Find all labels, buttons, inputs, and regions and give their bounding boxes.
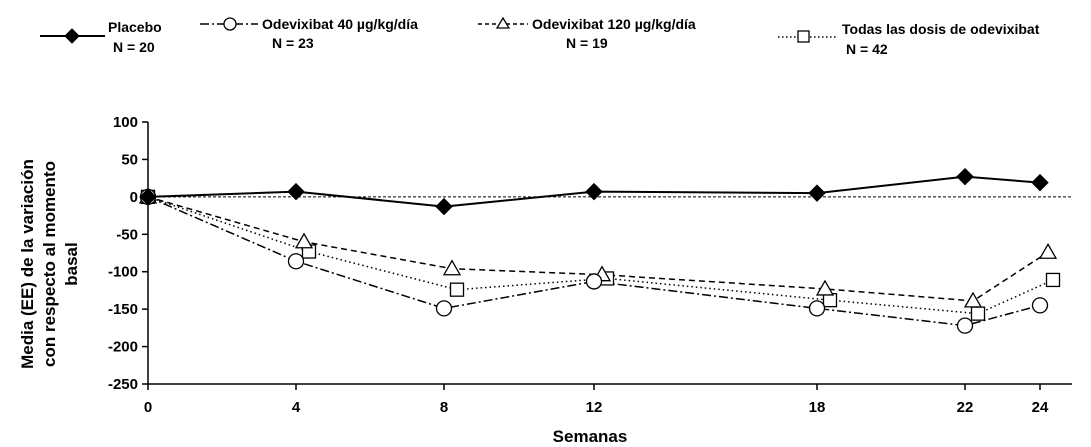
legend-item-placebo: Placebo N = 20	[40, 19, 162, 55]
data-point-diamond	[139, 188, 157, 206]
data-point-square	[970, 306, 986, 321]
data-point-diamond	[1031, 173, 1049, 192]
x-tick-label: 12	[586, 399, 603, 416]
legend-n-todas-las-dosis: N = 42	[846, 41, 888, 57]
legend-n-odevixibat-40: N = 23	[272, 35, 314, 51]
data-point-triangle	[442, 259, 462, 276]
data-point-diamond	[808, 184, 826, 202]
legend-item-odevixibat-120: Odevixibat 120 µg/kg/día N = 19	[478, 16, 696, 51]
legend-diamond-marker-icon	[64, 28, 80, 44]
y-axis-title-line-3: basal	[62, 242, 81, 285]
legend-n-odevixibat-120: N = 19	[566, 35, 608, 51]
legend-square-marker-icon	[797, 30, 810, 43]
data-point-triangle	[1038, 242, 1058, 259]
x-tick-label: 18	[809, 399, 826, 416]
plot-area: 100 50 0 -50 -100 -150 -200 -250 0 4 8 12 18 22 24	[108, 114, 1072, 416]
y-axis-title-line-1: Media (EE) de la variación	[18, 159, 37, 369]
x-tick-label: 4	[292, 399, 301, 416]
x-tick-label: 0	[144, 399, 152, 416]
y-tick-label: 0	[130, 189, 138, 206]
data-point-diamond	[585, 182, 603, 201]
data-point-square	[822, 293, 838, 308]
data-point-triangle	[963, 291, 983, 308]
legend-item-odevixibat-40: Odevixibat 40 µg/kg/día N = 23	[200, 16, 418, 51]
data-point-square	[449, 282, 465, 297]
legend-item-todas-las-dosis: Todas las dosis de odevixibat N = 42	[778, 21, 1040, 57]
series-line-circle	[147, 196, 1041, 327]
y-tick-label: -250	[108, 376, 138, 393]
x-axis-title: Semanas	[553, 427, 628, 446]
data-point-circle	[435, 300, 453, 317]
y-tick-label: -50	[116, 226, 138, 243]
legend-label-placebo: Placebo	[108, 19, 162, 35]
data-point-circle	[1031, 297, 1049, 314]
y-tick-label: -100	[108, 264, 138, 281]
legend-label-todas-las-dosis: Todas las dosis de odevixibat	[842, 21, 1040, 37]
legend-triangle-marker-icon	[495, 16, 511, 29]
data-point-circle	[808, 300, 826, 317]
data-point-square	[1045, 272, 1061, 288]
legend-label-odevixibat-40: Odevixibat 40 µg/kg/día	[262, 16, 418, 32]
y-tick-label: 50	[121, 151, 138, 168]
legend-circle-marker-icon	[223, 17, 237, 31]
legend-label-odevixibat-120: Odevixibat 120 µg/kg/día	[532, 16, 696, 32]
legend-n-placebo: N = 20	[113, 39, 155, 55]
y-tick-label: -150	[108, 301, 138, 318]
y-tick-label: 100	[113, 114, 138, 131]
y-tick-label: -200	[108, 339, 138, 356]
data-point-circle	[956, 317, 974, 334]
data-point-triangle	[294, 232, 314, 249]
x-tick-label: 24	[1032, 399, 1049, 416]
data-point-triangle	[815, 279, 835, 296]
y-axis-title: Media (EE) de la variación con respecto …	[18, 159, 81, 369]
data-point-diamond	[287, 182, 305, 201]
data-point-circle	[585, 273, 603, 290]
x-tick-label: 8	[440, 399, 448, 416]
series-line-square	[147, 196, 1054, 315]
legend: Placebo N = 20 Odevixibat 40 µg/kg/día N…	[40, 16, 1040, 57]
data-point-diamond	[956, 167, 974, 186]
data-point-diamond	[435, 197, 453, 216]
x-tick-label: 22	[957, 399, 974, 416]
data-point-circle	[287, 253, 305, 270]
y-axis-title-line-2: con respecto al momento	[40, 161, 59, 367]
